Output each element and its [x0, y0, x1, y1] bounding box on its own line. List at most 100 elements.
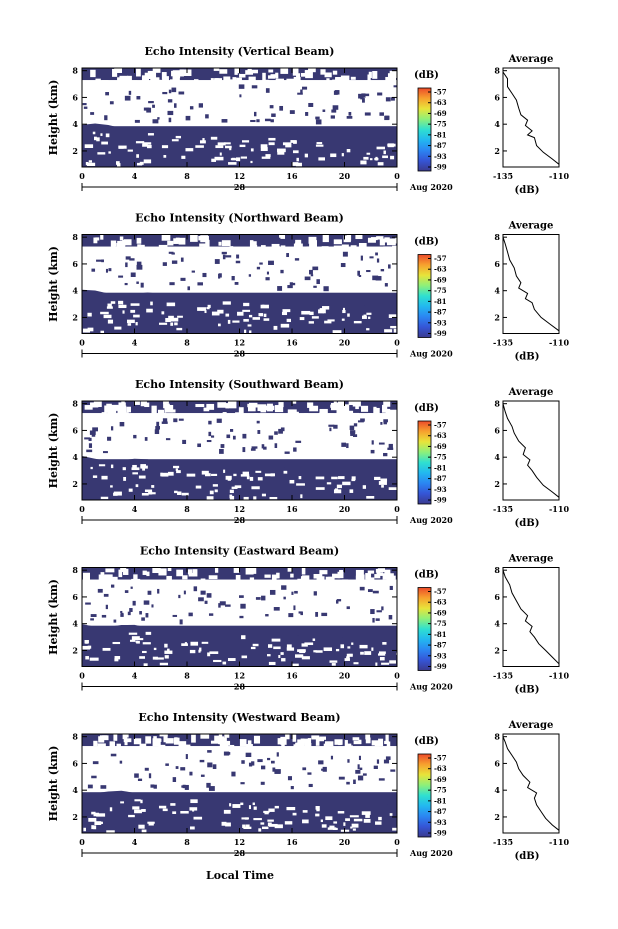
clear-gap [84, 144, 94, 148]
echo-patch [144, 767, 149, 771]
date-label: Aug 2020 [409, 682, 453, 692]
clear-gap [168, 471, 174, 476]
clear-gap [130, 309, 136, 313]
colorbar-tick-label: -93 [434, 818, 447, 827]
clear-gap [153, 647, 157, 651]
clear-gap [83, 827, 86, 832]
clear-gap [178, 741, 187, 749]
clear-gap [248, 805, 252, 810]
average-y-tick-label: 2 [494, 479, 500, 489]
echo-patch [145, 613, 149, 618]
clear-gap [367, 416, 376, 421]
clear-gap [351, 642, 354, 645]
average-x-tick-label: -135 [493, 171, 513, 181]
echo-patch [214, 259, 220, 264]
clear-gap [277, 148, 286, 153]
clear-gap [95, 821, 103, 824]
clear-gap [232, 804, 241, 808]
echo-patch [372, 617, 375, 623]
clear-gap [171, 139, 179, 142]
clear-gap [190, 826, 195, 830]
clear-gap [147, 133, 154, 136]
x-tick-label: 20 [339, 671, 351, 681]
clear-gap [98, 736, 105, 743]
clear-gap [167, 240, 174, 246]
x-tick-label: 20 [339, 171, 351, 181]
clear-gap [377, 568, 386, 573]
clear-gap [322, 234, 329, 243]
clear-gap [260, 304, 269, 309]
clear-gap [131, 636, 140, 640]
echo-patch [347, 759, 350, 763]
clear-gap [176, 327, 183, 331]
x-tick-label: 0 [79, 504, 85, 514]
echo-patch [124, 95, 131, 101]
clear-gap [244, 329, 247, 334]
clear-gap [231, 486, 238, 489]
echo-patch [219, 601, 226, 606]
clear-gap [269, 496, 278, 500]
clear-gap [116, 743, 121, 750]
echo-patch [86, 449, 93, 453]
colorbar-tick-label: -93 [434, 485, 447, 494]
clear-gap [322, 417, 329, 422]
clear-gap [366, 496, 375, 499]
clear-gap [368, 71, 372, 79]
x-tick-label: 8 [184, 504, 190, 514]
average-x-tick-label: -110 [549, 338, 569, 348]
clear-gap [322, 309, 326, 314]
clear-gap [331, 663, 336, 666]
x-tick-label: 12 [234, 671, 245, 681]
clear-gap [144, 72, 153, 80]
clear-gap [384, 569, 391, 575]
clear-gap [326, 247, 335, 254]
clear-gap [227, 658, 236, 662]
echo-patch [267, 757, 271, 761]
clear-gap [189, 649, 196, 654]
clear-gap [367, 570, 375, 574]
clear-gap [249, 240, 254, 248]
clear-gap [222, 412, 227, 417]
echo-patch [330, 755, 334, 760]
clear-gap [279, 234, 284, 238]
y-tick-label: 6 [72, 92, 78, 102]
clear-gap [353, 740, 362, 745]
clear-gap [162, 808, 168, 812]
echo-patch [130, 586, 133, 589]
clear-gap [250, 86, 258, 94]
echo-patch [313, 591, 317, 596]
echo-patch [353, 779, 356, 784]
echo-patch [372, 275, 379, 281]
x-tick-label: 16 [286, 504, 298, 514]
echo-patch [257, 759, 263, 763]
clear-gap [389, 86, 395, 91]
echo-patch [376, 759, 380, 764]
clear-gap [229, 803, 232, 807]
clear-gap [223, 247, 231, 251]
clear-gap [136, 237, 142, 244]
clear-gap [143, 159, 152, 164]
x-tick-label: 0 [394, 171, 400, 181]
clear-gap [387, 143, 396, 147]
clear-gap [218, 737, 227, 745]
clear-gap [309, 240, 317, 248]
average-y-tick-label: 8 [494, 232, 500, 242]
clear-gap [287, 409, 297, 415]
clear-gap [325, 816, 333, 821]
clear-gap [278, 654, 281, 659]
clear-gap [172, 70, 181, 78]
clear-gap [263, 318, 270, 321]
clear-gap [352, 828, 356, 831]
clear-gap [135, 640, 139, 643]
clear-gap [117, 409, 125, 417]
clear-gap [88, 817, 97, 822]
clear-gap [336, 406, 343, 415]
echo-patch [171, 252, 175, 255]
clear-gap [133, 314, 140, 318]
clear-gap [210, 740, 220, 744]
clear-gap [312, 638, 316, 641]
clear-gap [204, 310, 207, 314]
clear-gap [85, 656, 89, 660]
clear-gap [263, 79, 270, 85]
clear-gap [247, 740, 252, 746]
